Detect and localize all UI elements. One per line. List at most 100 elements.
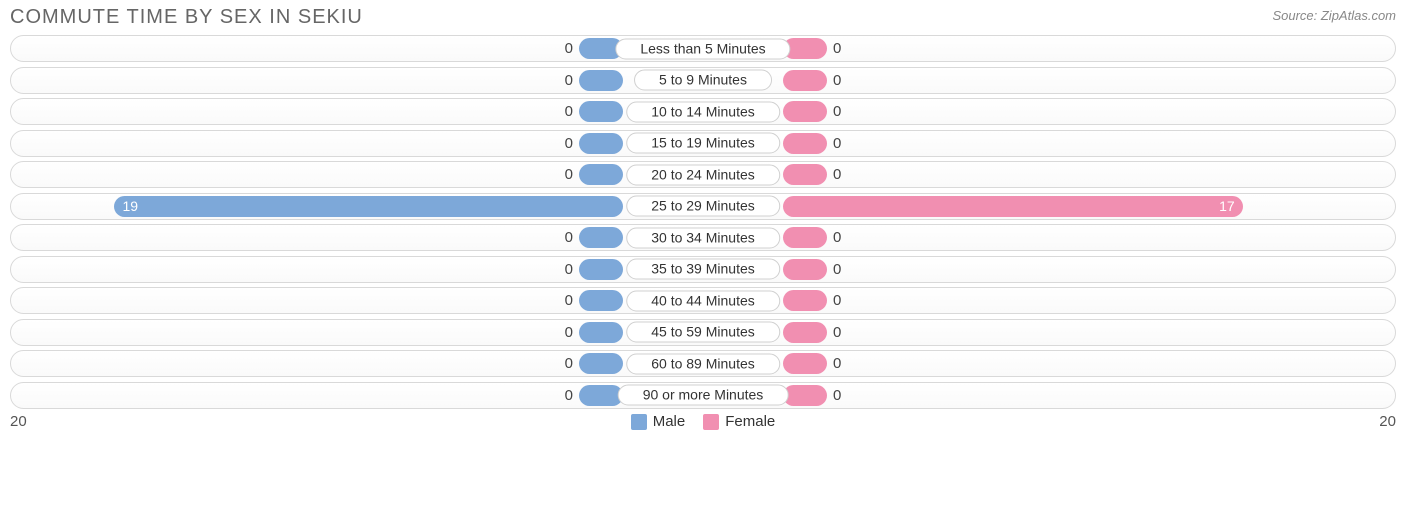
male-bar [579, 322, 623, 343]
female-value: 0 [827, 40, 847, 57]
row-right: 0 [703, 351, 1395, 376]
row-track: 0035 to 39 Minutes [10, 256, 1396, 283]
male-value: 0 [559, 229, 579, 246]
female-bar [783, 164, 827, 185]
category-label: 10 to 14 Minutes [626, 101, 780, 122]
commute-chart: COMMUTE TIME BY SEX IN SEKIU Source: Zip… [0, 0, 1406, 434]
male-bar [579, 164, 623, 185]
male-bar [579, 133, 623, 154]
row-right: 0 [703, 131, 1395, 156]
row-right: 0 [703, 162, 1395, 187]
female-value: 17 [1219, 198, 1235, 214]
male-bar [579, 70, 623, 91]
legend-item-female: Female [703, 413, 775, 430]
male-bar [579, 290, 623, 311]
male-bar [579, 385, 623, 406]
legend-swatch-female [703, 414, 719, 430]
male-bar: 19 [114, 196, 623, 217]
row-left: 0 [11, 162, 703, 187]
row-track: 0 0 5 to 9 Minutes [10, 67, 1396, 94]
plot-area: 00Less than 5 Minutes005 to 9 Minutes001… [10, 35, 1396, 409]
male-value: 0 [559, 355, 579, 372]
female-value: 0 [827, 387, 847, 404]
category-label: 60 to 89 Minutes [626, 353, 780, 374]
female-bar [783, 101, 827, 122]
category-label: 5 to 9 Minutes [634, 70, 772, 91]
row-track: 19 17 25 to 29 Minutes [10, 193, 1396, 220]
row-track: 0045 to 59 Minutes [10, 319, 1396, 346]
row-right: 0 [703, 225, 1395, 250]
row-left: 19 [11, 194, 703, 219]
female-value: 0 [827, 166, 847, 183]
female-value: 0 [827, 292, 847, 309]
row-left: 0 [11, 36, 703, 61]
row-track: 0 0 90 or more Minutes [10, 382, 1396, 409]
female-bar [783, 227, 827, 248]
female-bar [783, 259, 827, 280]
legend: Male Female [631, 413, 776, 430]
female-bar [783, 70, 827, 91]
row-left: 0 [11, 288, 703, 313]
category-label: 40 to 44 Minutes [626, 290, 780, 311]
chart-title: COMMUTE TIME BY SEX IN SEKIU [10, 6, 363, 29]
male-bar [579, 101, 623, 122]
female-value: 0 [827, 355, 847, 372]
category-label: 15 to 19 Minutes [626, 133, 780, 154]
female-value: 0 [827, 261, 847, 278]
category-label: 45 to 59 Minutes [626, 322, 780, 343]
female-value: 0 [827, 324, 847, 341]
chart-footer: 20 Male Female 20 [10, 413, 1396, 430]
row-track: 0 0 20 to 24 Minutes [10, 161, 1396, 188]
male-value: 0 [559, 292, 579, 309]
category-label: 25 to 29 Minutes [626, 196, 780, 217]
row-right: 0 [703, 383, 1395, 408]
row-left: 0 [11, 257, 703, 282]
row-right: 0 [703, 99, 1395, 124]
axis-left-max: 20 [10, 413, 27, 430]
female-value: 0 [827, 229, 847, 246]
category-label: 90 or more Minutes [618, 385, 789, 406]
row-left: 0 [11, 351, 703, 376]
category-label: 35 to 39 Minutes [626, 259, 780, 280]
legend-label-female: Female [725, 413, 775, 430]
row-track: 0010 to 14 Minutes [10, 98, 1396, 125]
row-left: 0 [11, 99, 703, 124]
category-label: 30 to 34 Minutes [626, 227, 780, 248]
female-value: 0 [827, 72, 847, 89]
chart-source: Source: ZipAtlas.com [1272, 8, 1396, 23]
female-bar [783, 322, 827, 343]
male-value: 0 [559, 166, 579, 183]
row-track: 0 0 Less than 5 Minutes [10, 35, 1396, 62]
row-track: 0 0 30 to 34 Minutes [10, 224, 1396, 251]
female-bar [783, 385, 827, 406]
female-bar: 17 [783, 196, 1243, 217]
axis-right-max: 20 [1379, 413, 1396, 430]
female-bar [783, 290, 827, 311]
male-value: 0 [559, 72, 579, 89]
row-right: 17 [703, 194, 1395, 219]
legend-label-male: Male [653, 413, 686, 430]
category-label: 20 to 24 Minutes [626, 164, 780, 185]
row-right: 0 [703, 288, 1395, 313]
female-bar [783, 133, 827, 154]
row-right: 0 [703, 68, 1395, 93]
row-right: 0 [703, 257, 1395, 282]
category-label: Less than 5 Minutes [615, 38, 790, 59]
male-bar [579, 259, 623, 280]
row-right: 0 [703, 320, 1395, 345]
row-track: 0 0 15 to 19 Minutes [10, 130, 1396, 157]
row-left: 0 [11, 68, 703, 93]
row-left: 0 [11, 131, 703, 156]
male-bar [579, 353, 623, 374]
male-bar [579, 227, 623, 248]
male-value: 19 [122, 198, 138, 214]
male-value: 0 [559, 40, 579, 57]
row-left: 0 [11, 225, 703, 250]
row-track: 0 0 40 to 44 Minutes [10, 287, 1396, 314]
row-track: 0 0 60 to 89 Minutes [10, 350, 1396, 377]
male-value: 0 [559, 387, 579, 404]
female-value: 0 [827, 135, 847, 152]
legend-item-male: Male [631, 413, 686, 430]
row-left: 0 [11, 383, 703, 408]
male-value: 0 [559, 135, 579, 152]
